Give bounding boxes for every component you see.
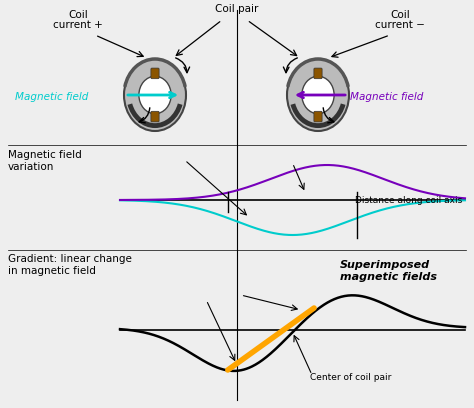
Text: Superimposed: Superimposed: [340, 260, 430, 270]
Text: Magnetic field: Magnetic field: [15, 92, 88, 102]
Text: Magnetic field: Magnetic field: [8, 150, 82, 160]
Ellipse shape: [287, 59, 349, 131]
Text: Gradient: linear change: Gradient: linear change: [8, 254, 132, 264]
Text: Distance along coil axis: Distance along coil axis: [355, 196, 462, 205]
Text: Coil: Coil: [390, 10, 410, 20]
Ellipse shape: [124, 59, 186, 131]
Text: variation: variation: [8, 162, 55, 172]
Text: current +: current +: [53, 20, 103, 30]
Text: Center of coil pair: Center of coil pair: [310, 373, 392, 382]
FancyBboxPatch shape: [151, 111, 159, 122]
FancyBboxPatch shape: [314, 111, 322, 122]
Ellipse shape: [139, 76, 171, 114]
Text: in magnetic field: in magnetic field: [8, 266, 96, 276]
Text: magnetic fields: magnetic fields: [340, 272, 437, 282]
Text: Magnetic field: Magnetic field: [350, 92, 423, 102]
Text: Coil pair: Coil pair: [215, 4, 259, 14]
Text: Coil: Coil: [68, 10, 88, 20]
FancyBboxPatch shape: [314, 68, 322, 79]
FancyBboxPatch shape: [151, 68, 159, 79]
Text: current −: current −: [375, 20, 425, 30]
Ellipse shape: [302, 76, 334, 114]
